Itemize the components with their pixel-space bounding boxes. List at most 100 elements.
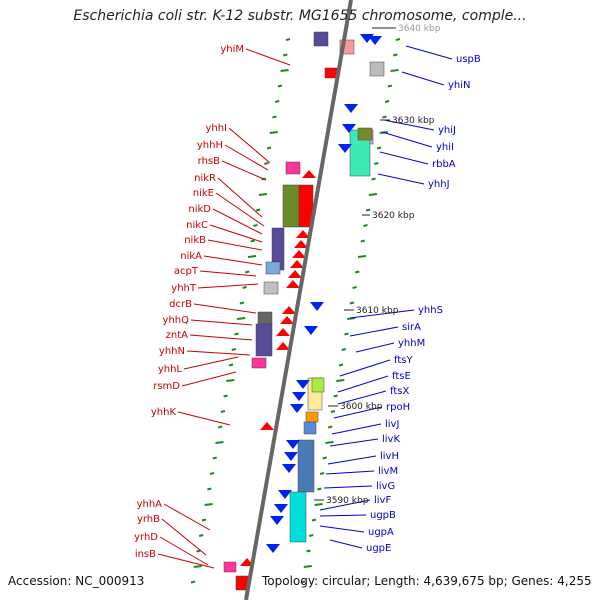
left-leader <box>177 411 231 426</box>
right-leader <box>329 438 379 447</box>
tick-mark <box>247 255 257 258</box>
right-gene-label: ftsY <box>394 355 413 366</box>
scale-label: 3590 kbp <box>326 496 369 506</box>
right-leader <box>401 71 445 86</box>
left-leader <box>217 177 263 218</box>
reverse-arrow <box>266 544 280 553</box>
tick-mark <box>226 379 235 382</box>
gene-block <box>223 561 237 573</box>
left-gene-label: nikB <box>184 235 206 246</box>
forward-arrow <box>296 230 310 238</box>
gene-block <box>251 357 267 369</box>
tick-mark <box>207 487 212 491</box>
left-gene-label: rsmD <box>153 381 180 392</box>
left-leader <box>228 127 271 164</box>
left-leader <box>207 239 263 251</box>
tick-mark <box>193 565 202 568</box>
tick-mark <box>269 131 278 134</box>
tick-mark <box>258 193 267 196</box>
left-gene-label: nikR <box>194 173 216 184</box>
forward-arrow <box>286 280 300 288</box>
left-leader <box>159 536 209 566</box>
tick-mark <box>311 518 317 522</box>
gene-block <box>297 439 315 493</box>
left-gene-label: nikC <box>186 220 208 231</box>
forward-arrow <box>290 260 304 268</box>
left-gene-label: yhhL <box>158 364 183 375</box>
left-gene-label: yhhI <box>205 123 227 134</box>
tick-mark <box>239 301 245 305</box>
right-leader <box>325 470 375 475</box>
left-leader <box>212 208 263 235</box>
right-leader <box>383 119 435 131</box>
right-gene-label: ftsX <box>390 386 409 397</box>
left-leader <box>215 192 265 227</box>
gene-block <box>305 411 319 423</box>
reverse-arrow <box>284 452 298 461</box>
tick-mark <box>234 332 239 336</box>
right-gene-label: ugpE <box>366 543 391 554</box>
tick-mark <box>300 580 306 584</box>
tick-mark <box>355 270 360 274</box>
left-gene-label: zntA <box>166 330 189 341</box>
tick-mark <box>272 115 277 119</box>
left-gene-label: yhhN <box>159 346 185 357</box>
tick-mark <box>285 38 291 41</box>
tick-mark <box>306 549 311 553</box>
tick-mark <box>341 348 346 351</box>
left-leader <box>199 270 257 277</box>
right-leader <box>327 455 377 465</box>
tick-mark <box>333 394 338 398</box>
forward-arrow <box>260 422 274 430</box>
gene-labels: yhiM yhhI yhhH rhsB nikR nikE nikD nikC nikB nikA… <box>134 44 481 560</box>
left-leader <box>186 350 251 356</box>
map-title: Escherichia coli str. K-12 substr. MG165… <box>73 8 527 24</box>
right-gene-label: livF <box>374 495 391 506</box>
left-leader <box>245 48 291 66</box>
right-leader <box>319 525 365 533</box>
forward-arrow <box>282 306 296 314</box>
gene-block <box>357 127 373 141</box>
left-gene-label: rhsB <box>198 156 220 167</box>
scale-label: 3640 kbp <box>398 24 441 34</box>
right-leader <box>381 131 433 148</box>
tick-mark <box>204 503 213 506</box>
left-leader <box>209 224 263 243</box>
left-gene-label: nikD <box>188 204 211 215</box>
forward-arrow <box>292 250 306 258</box>
tick-mark <box>242 286 247 289</box>
right-leader <box>349 326 399 337</box>
right-leader <box>333 406 383 419</box>
forward-arrow <box>276 328 290 336</box>
right-gene-label: yhiN <box>448 80 471 91</box>
right-leader <box>319 499 371 511</box>
gene-block <box>289 491 307 543</box>
tick-mark <box>217 425 223 429</box>
tick-mark <box>280 69 289 72</box>
right-gene-label: livG <box>376 481 395 492</box>
left-gene-label: yhhK <box>151 407 177 418</box>
left-leader <box>161 518 207 556</box>
reverse-arrow <box>342 124 356 133</box>
reverse-arrow <box>270 516 284 525</box>
left-leader <box>157 553 215 569</box>
gene-block <box>311 377 325 393</box>
forward-arrow <box>276 342 290 350</box>
reverse-arrow <box>290 404 304 413</box>
left-leader <box>197 283 259 289</box>
tick-mark <box>308 534 314 537</box>
tick-mark <box>303 565 312 568</box>
tick-mark <box>336 379 345 382</box>
gene-block <box>324 67 338 79</box>
tick-mark <box>382 115 387 119</box>
tick-mark <box>209 472 215 475</box>
left-gene-label: insB <box>135 549 156 560</box>
tick-mark <box>319 472 325 475</box>
tick-mark <box>250 239 255 243</box>
tick-mark <box>322 456 328 460</box>
gene-block <box>313 31 329 47</box>
right-leader <box>355 342 395 353</box>
gene-block <box>263 281 279 295</box>
right-gene-label: livJ <box>385 419 399 430</box>
left-gene-label: yrhD <box>134 532 158 543</box>
